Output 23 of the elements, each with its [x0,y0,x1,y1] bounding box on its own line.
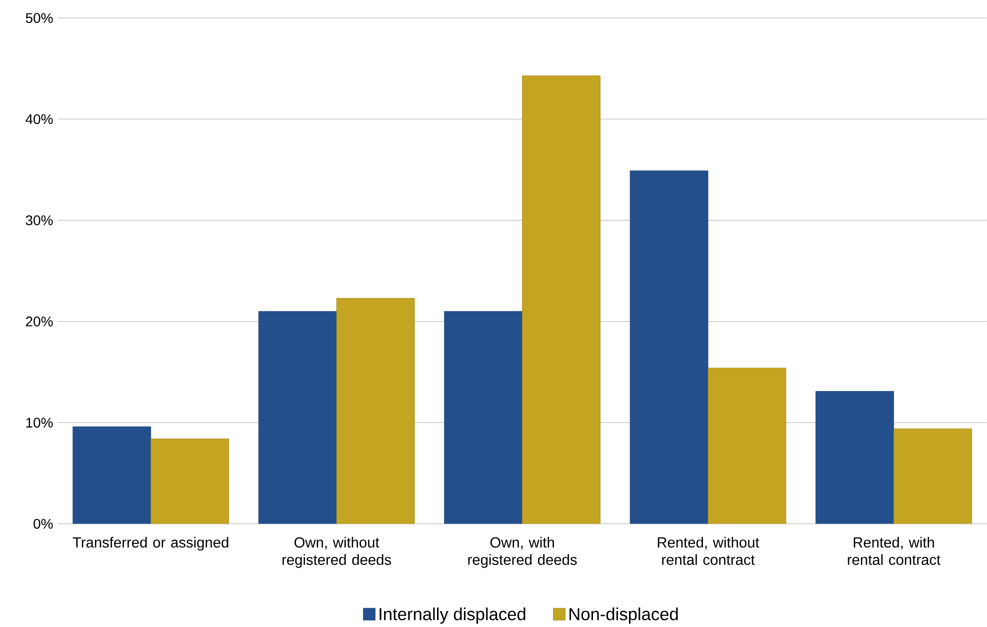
y-tick-label: 30% [26,215,53,226]
bar [894,428,972,524]
bar [336,298,415,524]
bar [708,368,786,524]
legend-label: Non-displaced [570,607,678,624]
x-tick-label: Own, without registered deeds [282,536,392,568]
y-tick-label: 10% [26,417,53,428]
bar [816,390,894,524]
y-tick-label: 20% [26,316,53,326]
x-tick-label: Transferred or assigned [72,536,228,550]
bar [522,75,600,524]
x-tick-label: Own, with registered deeds [468,536,577,568]
y-tick-label: 40% [26,114,53,124]
y-tick-label: 50% [26,12,53,23]
legend-label: Internally displaced [380,607,526,624]
bar [150,438,230,524]
bar [630,170,708,524]
bar [444,310,522,524]
bar [258,310,337,524]
x-tick-label: Rented, with rental contract [848,536,940,565]
x-tick-label: Rented, without rental contract [658,536,760,565]
y-tick-label: 0% [34,518,53,529]
bar [72,426,152,524]
